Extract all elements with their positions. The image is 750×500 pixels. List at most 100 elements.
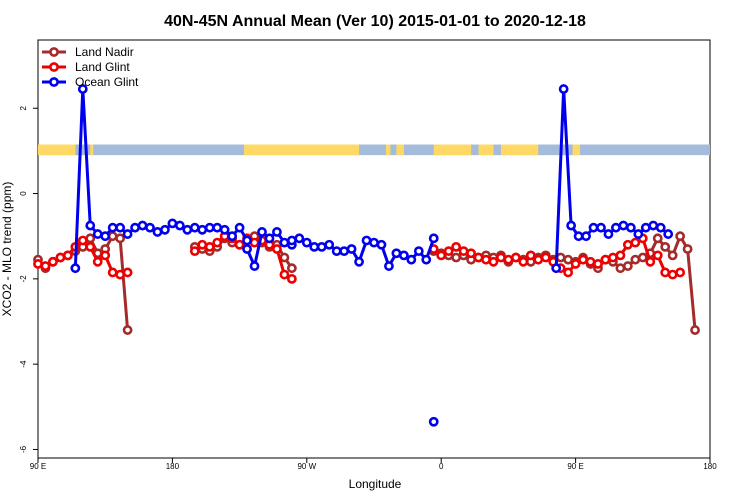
data-point [436, 250, 447, 261]
data-point [563, 254, 574, 265]
data-point [443, 246, 454, 257]
data-point [122, 325, 133, 335]
x-tick-label: 180 [166, 462, 180, 471]
legend-label: Ocean Glint [75, 75, 139, 89]
data-point [630, 254, 641, 265]
data-point [279, 269, 290, 280]
data-point [566, 220, 577, 231]
data-point [391, 248, 402, 259]
data-point [640, 222, 651, 233]
data-point [182, 224, 193, 235]
land-ocean-strip [38, 144, 710, 156]
data-point [421, 254, 432, 265]
data-point [581, 231, 591, 242]
data-point [115, 269, 126, 280]
data-point [204, 241, 215, 252]
data-point [301, 237, 312, 248]
data-point [675, 231, 686, 242]
legend-marker [49, 62, 59, 72]
data-point [130, 222, 140, 233]
data-point [369, 237, 379, 248]
data-point [384, 261, 394, 271]
land-band [244, 144, 360, 156]
data-point [309, 241, 320, 252]
land-band [500, 144, 539, 156]
data-point [481, 254, 491, 265]
data-point [137, 220, 148, 231]
data-point [324, 239, 335, 250]
y-tick-label: -2 [19, 275, 28, 283]
data-point [361, 235, 372, 246]
data-point [70, 263, 81, 274]
plot-frame [37, 39, 711, 459]
x-axis-label: Longitude [349, 477, 402, 491]
data-point [637, 252, 648, 263]
data-point [77, 235, 88, 246]
data-point [257, 227, 267, 237]
data-point [92, 229, 103, 239]
data-point [675, 267, 686, 278]
data-point [242, 244, 252, 254]
data-point [428, 233, 439, 244]
y-tick-label: -4 [19, 360, 28, 368]
data-point [92, 256, 103, 267]
data-point [77, 84, 88, 94]
data-point [667, 269, 678, 280]
data-point [660, 241, 671, 252]
data-point [406, 254, 417, 265]
data-point [62, 250, 73, 261]
x-tick-label: 180 [703, 462, 717, 471]
data-point [525, 250, 536, 261]
data-point [189, 222, 200, 233]
data-point [551, 263, 562, 274]
data-point [608, 252, 618, 263]
series-land-nadir [33, 231, 700, 335]
data-point [563, 267, 574, 278]
data-point [578, 254, 588, 265]
data-point [533, 254, 544, 265]
data-point [234, 222, 245, 233]
data-point [690, 325, 700, 335]
data-point [331, 246, 342, 257]
data-point [115, 233, 126, 244]
data-point [615, 263, 626, 274]
data-point [100, 231, 111, 242]
land-band [38, 144, 76, 156]
data-point [249, 237, 260, 248]
land-band [396, 144, 404, 156]
data-point [197, 239, 208, 250]
land-band [433, 144, 472, 156]
data-point [451, 241, 462, 252]
data-point [510, 252, 521, 263]
data-point [100, 250, 111, 261]
data-point [682, 244, 693, 254]
data-point [573, 231, 584, 242]
x-tick-label: 90 E [30, 462, 46, 471]
data-point [652, 233, 663, 244]
data-point [600, 254, 611, 265]
data-point [85, 233, 96, 244]
data-point [466, 248, 476, 259]
data-point [242, 235, 252, 246]
y-axis-label: XCO2 - MLO trend (ppm) [0, 182, 14, 317]
data-point [122, 229, 133, 239]
x-tick-label: 90 W [297, 462, 316, 471]
data-point [625, 222, 636, 233]
data-point [48, 256, 58, 267]
data-point [40, 261, 51, 271]
data-point [339, 246, 350, 257]
plot-area [33, 39, 711, 459]
y-tick-label: 0 [19, 191, 28, 196]
data-point [107, 231, 118, 242]
data-point [204, 222, 215, 233]
data-point [286, 235, 297, 246]
data-point [652, 250, 663, 261]
data-point [473, 252, 484, 263]
data-point [645, 256, 656, 267]
data-point [286, 273, 297, 284]
data-point [488, 256, 499, 267]
x-axis: 90 E 180 90 W 0 90 E 180 [30, 458, 717, 471]
data-point [667, 250, 678, 261]
data-point [174, 220, 185, 231]
